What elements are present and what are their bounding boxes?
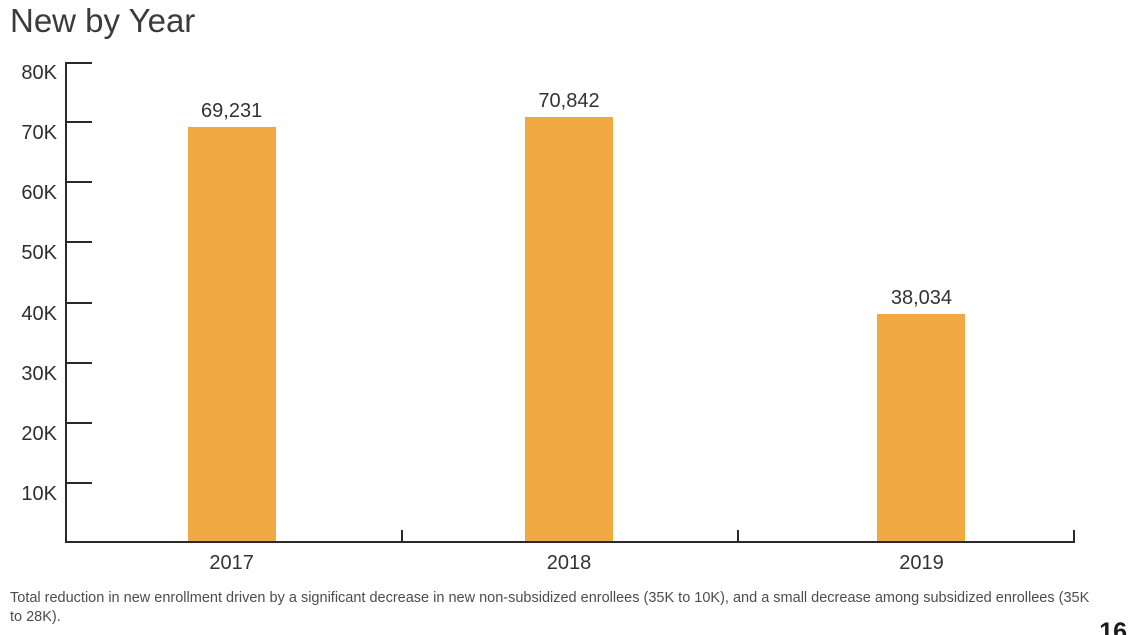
y-axis-tick [65, 481, 92, 484]
bar-value-label: 70,842 [538, 90, 600, 113]
y-axis-tick [65, 121, 92, 124]
x-axis-category-label: 2019 [899, 552, 944, 574]
y-axis-tick-label: 80K [21, 62, 57, 84]
y-axis-tick [65, 62, 92, 64]
y-axis-tick [65, 361, 92, 364]
y-axis-tick-label: 20K [21, 422, 57, 445]
y-axis-tick-label: 10K [21, 482, 57, 505]
x-axis-line [65, 541, 1075, 543]
x-axis-tick [401, 530, 404, 543]
y-axis-tick-label: 70K [21, 122, 57, 145]
y-axis-tick [65, 421, 92, 424]
y-axis-tick-label: 30K [21, 362, 57, 385]
y-axis-tick [65, 241, 92, 244]
bar-2018 [524, 117, 613, 543]
y-axis-tick-label: 60K [21, 182, 57, 205]
x-axis-tick [736, 530, 739, 543]
bar-2019 [877, 314, 966, 543]
bar-chart-plot-area: 10K 20K 30K 40K 50K 60K 70K 80K 69,231 2017 70,842… [21, 62, 1075, 574]
bar-value-label: 38,034 [890, 287, 953, 310]
x-axis-category-label: 2017 [209, 552, 254, 574]
y-axis-tick [65, 181, 92, 184]
page-number: 16 [1099, 618, 1127, 635]
bar-value-label: 69,231 [201, 99, 263, 122]
y-axis-tick-label: 50K [21, 242, 57, 265]
chart-title: New by Year [10, 2, 196, 39]
footnote: Total reduction in new enrollment driven… [10, 590, 1090, 625]
x-axis-category-label: 2018 [546, 552, 592, 574]
bar-2017 [187, 126, 276, 543]
x-axis-tick [1073, 530, 1075, 543]
y-axis-tick-label: 40K [21, 302, 57, 325]
y-axis-tick [65, 301, 92, 304]
